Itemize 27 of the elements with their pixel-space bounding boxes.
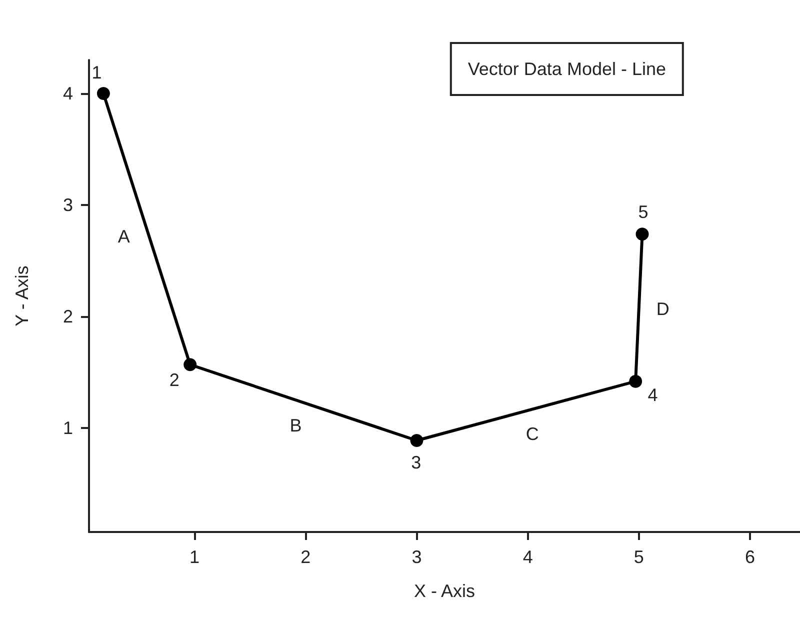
annotation: C [526, 424, 539, 444]
chart-title: Vector Data Model - Line [468, 59, 666, 79]
point [96, 86, 110, 100]
annotation: A [118, 226, 130, 246]
x-tick-label: 3 [412, 547, 422, 567]
x-tick-label: 5 [634, 547, 644, 567]
x-tick-label: 2 [300, 547, 311, 567]
point [184, 358, 197, 372]
point [636, 228, 649, 241]
y-tick-label: 4 [62, 83, 73, 104]
x-tick-label: 4 [522, 547, 533, 567]
y-tick-label: 3 [62, 195, 73, 216]
x-axis-title: X - Axis [414, 581, 476, 601]
y-axis-title: Y - Axis [12, 266, 32, 326]
y-tick-label: 1 [62, 418, 73, 438]
annotation: B [290, 415, 302, 436]
annotation: 1 [92, 62, 102, 83]
y-tick-label: 2 [62, 306, 73, 327]
x-tick-label: 6 [745, 547, 756, 567]
annotation: 2 [169, 370, 180, 390]
point [629, 374, 642, 388]
annotation: 5 [638, 202, 648, 222]
point [410, 434, 424, 447]
annotation: D [656, 298, 670, 319]
x-tick-label: 1 [190, 547, 200, 567]
annotation: 4 [648, 385, 658, 406]
annotation: 3 [411, 452, 422, 472]
